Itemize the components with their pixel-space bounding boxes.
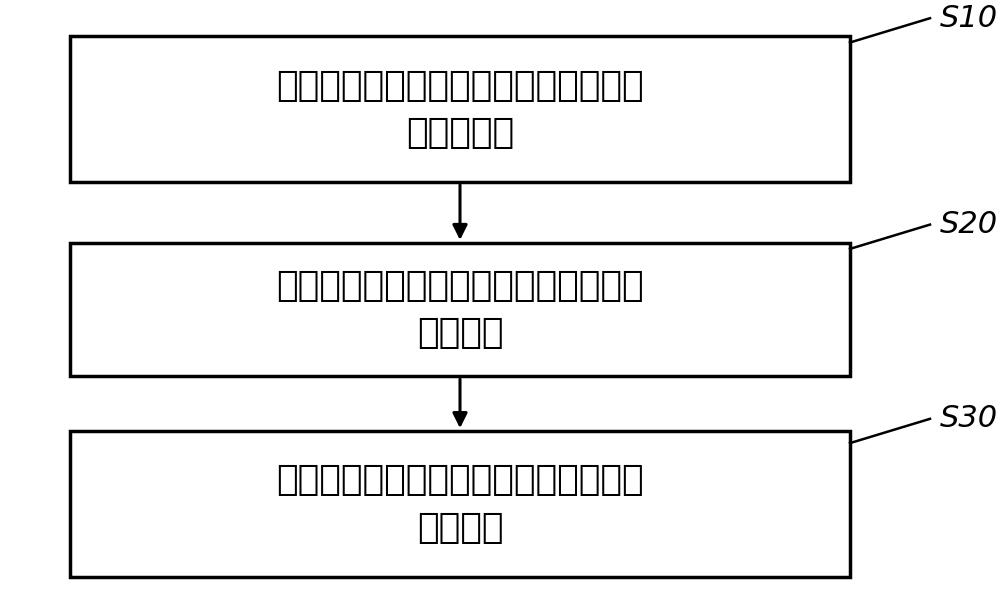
Text: S30: S30 — [940, 404, 998, 433]
Text: S10: S10 — [940, 4, 998, 33]
FancyBboxPatch shape — [70, 431, 850, 577]
FancyBboxPatch shape — [70, 36, 850, 182]
Text: S20: S20 — [940, 210, 998, 239]
FancyBboxPatch shape — [70, 243, 850, 376]
Text: 通过非接触测量方法获取用户头部的三
维几何状态: 通过非接触测量方法获取用户头部的三 维几何状态 — [276, 69, 644, 150]
Text: 根据三维几何状态确定用户对应的额骨
矫正模型: 根据三维几何状态确定用户对应的额骨 矫正模型 — [276, 269, 644, 350]
Text: 基于额骨矫正模型制作用户对应的额骨
矫形装置: 基于额骨矫正模型制作用户对应的额骨 矫形装置 — [276, 463, 644, 544]
